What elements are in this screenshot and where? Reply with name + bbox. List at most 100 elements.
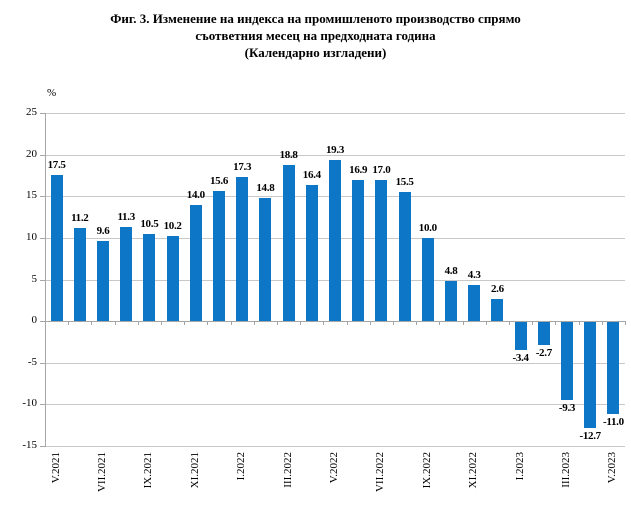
y-axis-tick xyxy=(40,113,46,114)
x-axis-tick xyxy=(346,321,348,326)
bar-IV.2023 xyxy=(584,322,597,428)
x-axis-tick xyxy=(625,321,626,326)
bar-VIII.2022 xyxy=(398,192,411,322)
y-tick-label: 0 xyxy=(31,314,38,327)
x-axis-tick xyxy=(509,321,510,326)
figure-title: Фиг. 3. Изменение на индекса на промишле… xyxy=(0,10,631,61)
bar-V.2021 xyxy=(50,175,63,322)
y-axis-line xyxy=(45,113,46,447)
bar-value-label-XII.2021: 15.6 xyxy=(209,175,229,188)
y-tick-label: -10 xyxy=(22,397,37,410)
x-axis-tick xyxy=(207,321,209,326)
x-tick-label-IX.2021: IX.2021 xyxy=(142,452,155,489)
x-axis-tick xyxy=(91,321,93,326)
bar-value-label-VI.2022: 16.9 xyxy=(349,164,368,177)
bar-value-label-X.2022: 4.8 xyxy=(444,265,458,278)
bar-value-label-VIII.2021: 11.3 xyxy=(117,211,135,224)
y-axis-tick xyxy=(40,446,46,447)
bar-value-label-II.2023: -2.7 xyxy=(535,346,553,359)
x-axis-tick xyxy=(323,321,325,326)
bar-VI.2022 xyxy=(352,180,365,322)
x-axis-tick xyxy=(485,321,487,326)
bar-value-label-IX.2022: 10.0 xyxy=(418,221,437,234)
bar-I.2022 xyxy=(236,177,249,322)
bar-X.2022 xyxy=(445,281,457,322)
bar-value-label-IX.2021: 10.5 xyxy=(140,217,159,230)
x-axis-tick xyxy=(300,321,302,326)
x-axis-tick xyxy=(555,321,557,326)
x-axis-tick xyxy=(184,321,186,326)
bar-X.2021 xyxy=(166,236,179,322)
figure-title-line-1: Фиг. 3. Изменение на индекса на промишле… xyxy=(110,11,521,26)
bar-value-label-IV.2023: -12.7 xyxy=(579,429,601,442)
bar-value-label-VII.2021: 9.6 xyxy=(96,225,110,238)
bar-XII.2021 xyxy=(213,191,225,322)
x-tick-label-III.2022: III.2022 xyxy=(281,452,294,488)
y-tick-label: 15 xyxy=(26,189,37,202)
x-axis-tick xyxy=(253,321,255,326)
x-axis-tick xyxy=(416,321,418,326)
gridline--15 xyxy=(45,446,625,447)
x-axis-tick xyxy=(137,321,139,326)
bar-VII.2022 xyxy=(375,179,388,322)
gridline-20 xyxy=(45,154,625,156)
y-tick-label: 5 xyxy=(31,272,38,285)
bar-value-label-XII.2022: 2.6 xyxy=(490,283,504,296)
bar-XI.2022 xyxy=(468,285,481,322)
bar-VII.2021 xyxy=(97,241,109,322)
x-tick-label-V.2023: V.2023 xyxy=(606,452,619,484)
x-axis-tick xyxy=(578,321,580,326)
y-tick-label: -15 xyxy=(22,439,37,451)
x-axis-tick xyxy=(68,321,70,326)
bar-II.2022 xyxy=(259,197,272,322)
y-axis-tick xyxy=(40,404,46,406)
x-axis-tick xyxy=(393,321,394,326)
y-axis-tick xyxy=(40,321,46,323)
gridline-25 xyxy=(45,113,625,114)
y-axis-tick xyxy=(40,196,46,198)
bar-III.2022 xyxy=(282,164,295,322)
y-axis-unit-label: % xyxy=(47,87,57,99)
bar-value-label-V.2021: 17.5 xyxy=(47,159,66,172)
x-tick-label-V.2022: V.2022 xyxy=(328,452,340,484)
x-axis-line xyxy=(45,321,625,323)
bar-VI.2021 xyxy=(73,227,86,322)
y-tick-label: 20 xyxy=(26,147,37,160)
bar-value-label-XI.2021: 14.0 xyxy=(186,188,205,201)
x-tick-label-IX.2022: IX.2022 xyxy=(420,452,433,489)
x-axis-tick xyxy=(161,321,162,326)
x-axis-tick xyxy=(601,321,603,326)
bar-VIII.2021 xyxy=(120,227,133,322)
bar-value-label-XI.2022: 4.3 xyxy=(467,269,481,282)
x-axis-tick xyxy=(532,321,534,326)
bar-IV.2022 xyxy=(305,184,318,322)
bar-IX.2022 xyxy=(421,237,434,322)
x-tick-label-V.2021: V.2021 xyxy=(49,452,62,484)
x-tick-label-I.2022: I.2022 xyxy=(235,452,248,481)
gridline--10 xyxy=(45,404,625,406)
bar-III.2023 xyxy=(561,322,573,400)
figure-title-line-3: (Календарно изгладени) xyxy=(244,45,387,60)
x-tick-label-III.2023: III.2023 xyxy=(560,452,572,488)
x-axis-tick xyxy=(462,321,464,326)
y-tick-label: 10 xyxy=(26,230,37,243)
y-axis-tick xyxy=(40,279,46,281)
bar-value-label-V.2023: -11.0 xyxy=(602,415,624,428)
x-axis-tick xyxy=(114,321,116,326)
x-axis-tick xyxy=(439,321,441,326)
x-tick-label-VII.2021: VII.2021 xyxy=(96,452,108,493)
x-tick-label-I.2023: I.2023 xyxy=(513,452,526,481)
y-axis-tick xyxy=(40,237,46,239)
x-tick-label-XI.2021: XI.2021 xyxy=(188,452,201,489)
gridline--5 xyxy=(45,362,625,364)
bar-value-label-III.2022: 18.8 xyxy=(279,148,298,161)
y-tick-label: 25 xyxy=(26,106,37,118)
bar-value-label-VIII.2022: 15.5 xyxy=(395,176,414,189)
x-tick-label-XI.2022: XI.2022 xyxy=(467,452,480,489)
x-axis-tick xyxy=(230,321,232,326)
y-tick-label: -5 xyxy=(27,355,37,368)
bar-value-label-II.2022: 14.8 xyxy=(256,181,275,194)
bar-value-label-IV.2022: 16.4 xyxy=(302,168,321,181)
